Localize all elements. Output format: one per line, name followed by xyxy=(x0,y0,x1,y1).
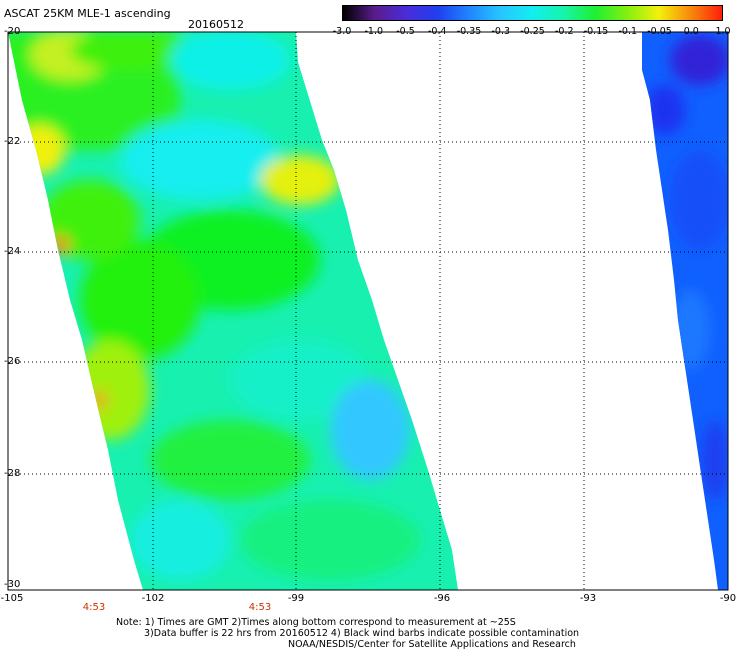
colorbar-tick-label: -0.15 xyxy=(583,26,609,37)
x-tick-label: -105 xyxy=(0,593,24,604)
note-line: NOAA/NESDIS/Center for Satellite Applica… xyxy=(288,639,576,650)
y-tick-label: -30 xyxy=(4,579,21,590)
colorbar-labels: -3.0 -1.0 -0.5 -0.4 -0.35 -0.3 -0.25 -0.2 -0.15-… xyxy=(330,26,731,38)
map-grid xyxy=(8,32,728,590)
colorbar-tick-label: -0.3 xyxy=(491,26,511,37)
x-tick-label: -90 xyxy=(719,593,737,604)
colorbar-tick-label: -0.05 xyxy=(647,26,672,37)
y-tick-label: -26 xyxy=(4,356,21,367)
swath-east xyxy=(642,32,728,590)
time-label: 4:53 xyxy=(82,602,106,613)
colorbar-tick-label: 0.0 xyxy=(683,26,699,37)
y-tick-label: -22 xyxy=(4,136,21,147)
note-line: Note: 1) Times are GMT 2)Times along bot… xyxy=(116,617,516,628)
x-tick-label: -102 xyxy=(141,593,165,604)
colorbar xyxy=(342,5,723,21)
colorbar-tick-label: -1.0 xyxy=(364,26,384,37)
colorbar-tick-label: -0.2 xyxy=(554,26,574,37)
colorbar-tick-label: -0.1 xyxy=(618,26,638,37)
chart-title: ASCAT 25KM MLE-1 ascending xyxy=(4,7,171,20)
colorbar-tick-label: -0.35 xyxy=(456,26,482,37)
y-tick-label: -24 xyxy=(4,246,21,257)
map-frame xyxy=(7,31,729,591)
x-tick-label: -93 xyxy=(579,593,597,604)
colorbar-tick-label: -0.4 xyxy=(427,26,447,37)
x-tick-label: -96 xyxy=(433,593,451,604)
colorbar-tick-label: -3.0 xyxy=(332,26,352,37)
colorbar-tick-label: -0.25 xyxy=(520,26,545,37)
swath-west xyxy=(8,32,458,590)
colorbar-tick-label: 1.0 xyxy=(715,26,731,37)
y-tick-label: -20 xyxy=(4,26,21,37)
y-tick-label: -28 xyxy=(4,468,21,479)
chart-date: 20160512 xyxy=(188,18,244,31)
note-line: 3)Data buffer is 22 hrs from 20160512 4)… xyxy=(144,628,580,639)
notes: Note: 1) Times are GMT 2)Times along bot… xyxy=(116,617,579,650)
time-label: 4:53 xyxy=(248,602,272,613)
x-tick-label: -99 xyxy=(287,593,305,604)
colorbar-tick-label: -0.5 xyxy=(396,26,415,37)
